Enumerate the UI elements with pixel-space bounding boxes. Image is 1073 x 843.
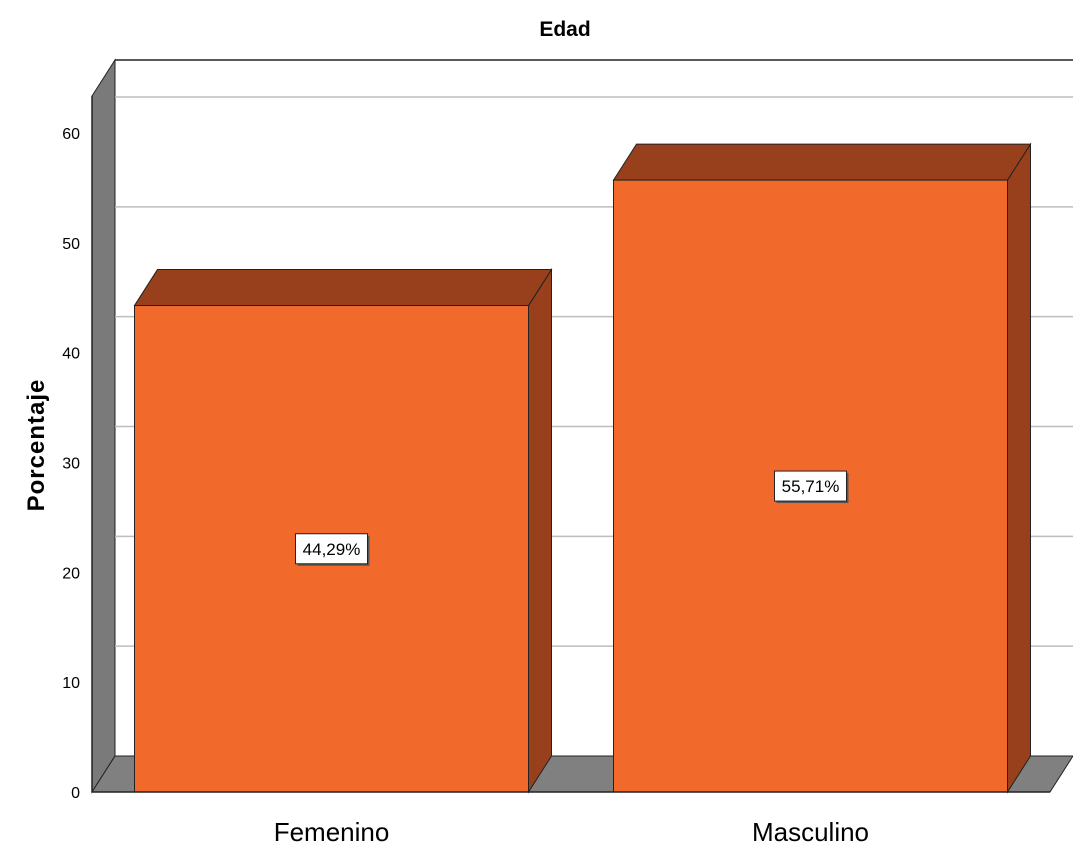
y-tick-label: 20 [62,565,80,582]
data-label-box [295,533,368,565]
data-label: 44,29% [295,533,370,566]
y-tick-label: 0 [71,785,80,802]
bar-2 [612,142,1032,794]
y-tick-label: 50 [62,236,80,253]
y-tick-label: 30 [62,456,80,473]
left-wall [91,58,116,794]
category-label: Masculino [752,817,869,843]
bars [133,142,1032,794]
y-tick-label: 10 [62,675,80,692]
category-label: Femenino [274,817,390,843]
y-tick-labels: 0 10 20 30 40 50 60 [62,126,80,802]
category-labels: Femenino Masculino [274,817,869,843]
bar-top [612,143,1032,181]
data-labels: 44,29% 55,71% [295,470,849,566]
data-label-box [774,470,847,502]
data-label-text: 44,29% [303,540,361,559]
data-label: 55,71% [774,470,849,504]
data-label-text: 55,71% [782,477,840,496]
y-axis-label: Porcentaje [23,379,50,512]
bar-side [1007,142,1031,794]
y-tick-label: 40 [62,346,80,363]
bar-side [528,267,552,794]
axes [91,96,1050,793]
chart-title: Edad [539,18,590,41]
y-tick-label: 60 [62,126,80,143]
bar-1 [133,267,553,794]
bar-top [133,269,553,307]
